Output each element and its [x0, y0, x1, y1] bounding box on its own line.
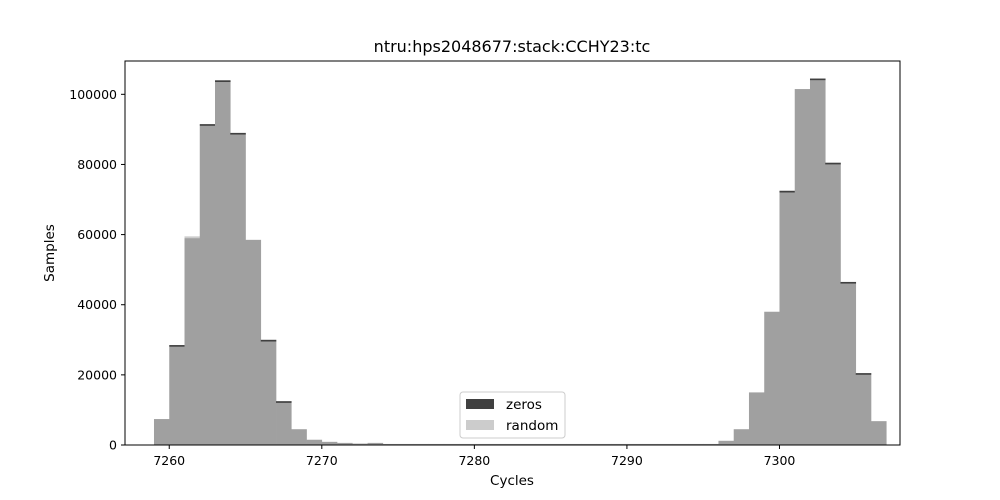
bar-overlap-23	[504, 443, 521, 445]
bar-zeros-8	[276, 401, 292, 403]
bar-overlap-33	[657, 443, 673, 445]
bar-zeros-3	[199, 124, 216, 126]
bar-overlap-0	[153, 419, 170, 445]
bar-overlap-13	[352, 443, 368, 445]
y-tick-label: 0	[109, 438, 117, 453]
bar-overlap-12	[337, 442, 353, 445]
bar-overlap-44	[825, 164, 841, 445]
bar-overlap-20	[459, 443, 475, 445]
bar-random-2	[184, 236, 201, 239]
bar-overlap-30	[611, 443, 628, 445]
x-tick-label: 7270	[306, 453, 338, 468]
y-tick-label: 60000	[77, 227, 117, 242]
bar-overlap-31	[626, 443, 643, 445]
bar-overlap-9	[291, 429, 307, 445]
y-tick-label: 40000	[77, 297, 117, 312]
bar-overlap-25	[535, 443, 551, 445]
bar-zeros-45	[840, 281, 857, 284]
legend-swatch-random	[466, 420, 494, 430]
bar-overlap-2	[184, 238, 201, 445]
bar-zeros-4	[215, 80, 231, 83]
bars-layer	[153, 78, 887, 446]
x-tick-label: 7280	[458, 453, 490, 468]
bar-zeros-5	[230, 132, 246, 135]
bar-zeros-1	[169, 345, 185, 347]
bar-overlap-18	[428, 443, 445, 445]
bar-overlap-40	[764, 311, 780, 445]
bar-overlap-8	[276, 402, 292, 445]
bar-overlap-17	[413, 443, 429, 445]
chart-title: ntru:hps2048677:stack:CCHY23:tc	[374, 37, 651, 56]
bar-overlap-14	[367, 442, 384, 445]
x-axis-label: Cycles	[490, 473, 534, 489]
bar-zeros-41	[779, 190, 796, 193]
y-tick-label: 80000	[77, 157, 117, 172]
y-tick-label: 100000	[69, 87, 117, 102]
bar-overlap-28	[581, 443, 597, 445]
bar-overlap-5	[230, 134, 246, 445]
bar-overlap-34	[672, 443, 689, 445]
bar-zeros-46	[855, 373, 872, 375]
bar-overlap-4	[215, 82, 231, 445]
bar-overlap-47	[871, 421, 887, 445]
bar-overlap-43	[809, 80, 826, 446]
legend-label-zeros: zeros	[506, 397, 542, 413]
bar-zeros-7	[260, 339, 277, 342]
bar-overlap-7	[260, 341, 277, 445]
bar-overlap-39	[748, 392, 765, 445]
bar-overlap-15	[382, 443, 399, 445]
bar-overlap-24	[520, 443, 536, 445]
bar-overlap-1	[169, 346, 185, 445]
bar-overlap-10	[306, 439, 323, 445]
bar-overlap-22	[489, 443, 506, 445]
bar-overlap-35	[687, 443, 704, 445]
bar-overlap-38	[733, 429, 750, 445]
x-tick-label: 7290	[611, 453, 643, 468]
legend: zeros random	[459, 391, 566, 439]
bar-overlap-19	[443, 443, 460, 445]
bar-overlap-3	[199, 125, 216, 445]
bar-overlap-32	[642, 443, 658, 445]
bar-overlap-21	[474, 443, 490, 445]
bar-zeros-43	[809, 78, 826, 81]
bar-overlap-36	[703, 443, 719, 445]
bar-overlap-29	[596, 443, 612, 445]
bar-overlap-42	[794, 89, 811, 445]
y-tick-label: 20000	[77, 367, 117, 382]
plot-frame	[124, 60, 901, 446]
bar-overlap-26	[550, 443, 567, 445]
bar-overlap-46	[855, 374, 872, 445]
bar-overlap-41	[779, 192, 796, 445]
x-axis: 7260 7270 7280 7290 7300	[153, 445, 795, 468]
bar-overlap-27	[565, 443, 582, 445]
y-axis: 0 20000 40000 60000 80000 100000	[69, 87, 125, 453]
y-axis-label: Samples	[42, 224, 58, 282]
bar-overlap-11	[321, 441, 338, 445]
bar-overlap-6	[245, 239, 262, 445]
bar-overlap-16	[398, 443, 414, 445]
bar-zeros-44	[825, 162, 841, 165]
bar-overlap-37	[718, 440, 735, 445]
bar-overlap-45	[840, 283, 857, 445]
legend-label-random: random	[506, 418, 558, 434]
legend-swatch-zeros	[466, 399, 494, 409]
x-tick-label: 7260	[153, 453, 185, 468]
x-tick-label: 7300	[764, 453, 796, 468]
